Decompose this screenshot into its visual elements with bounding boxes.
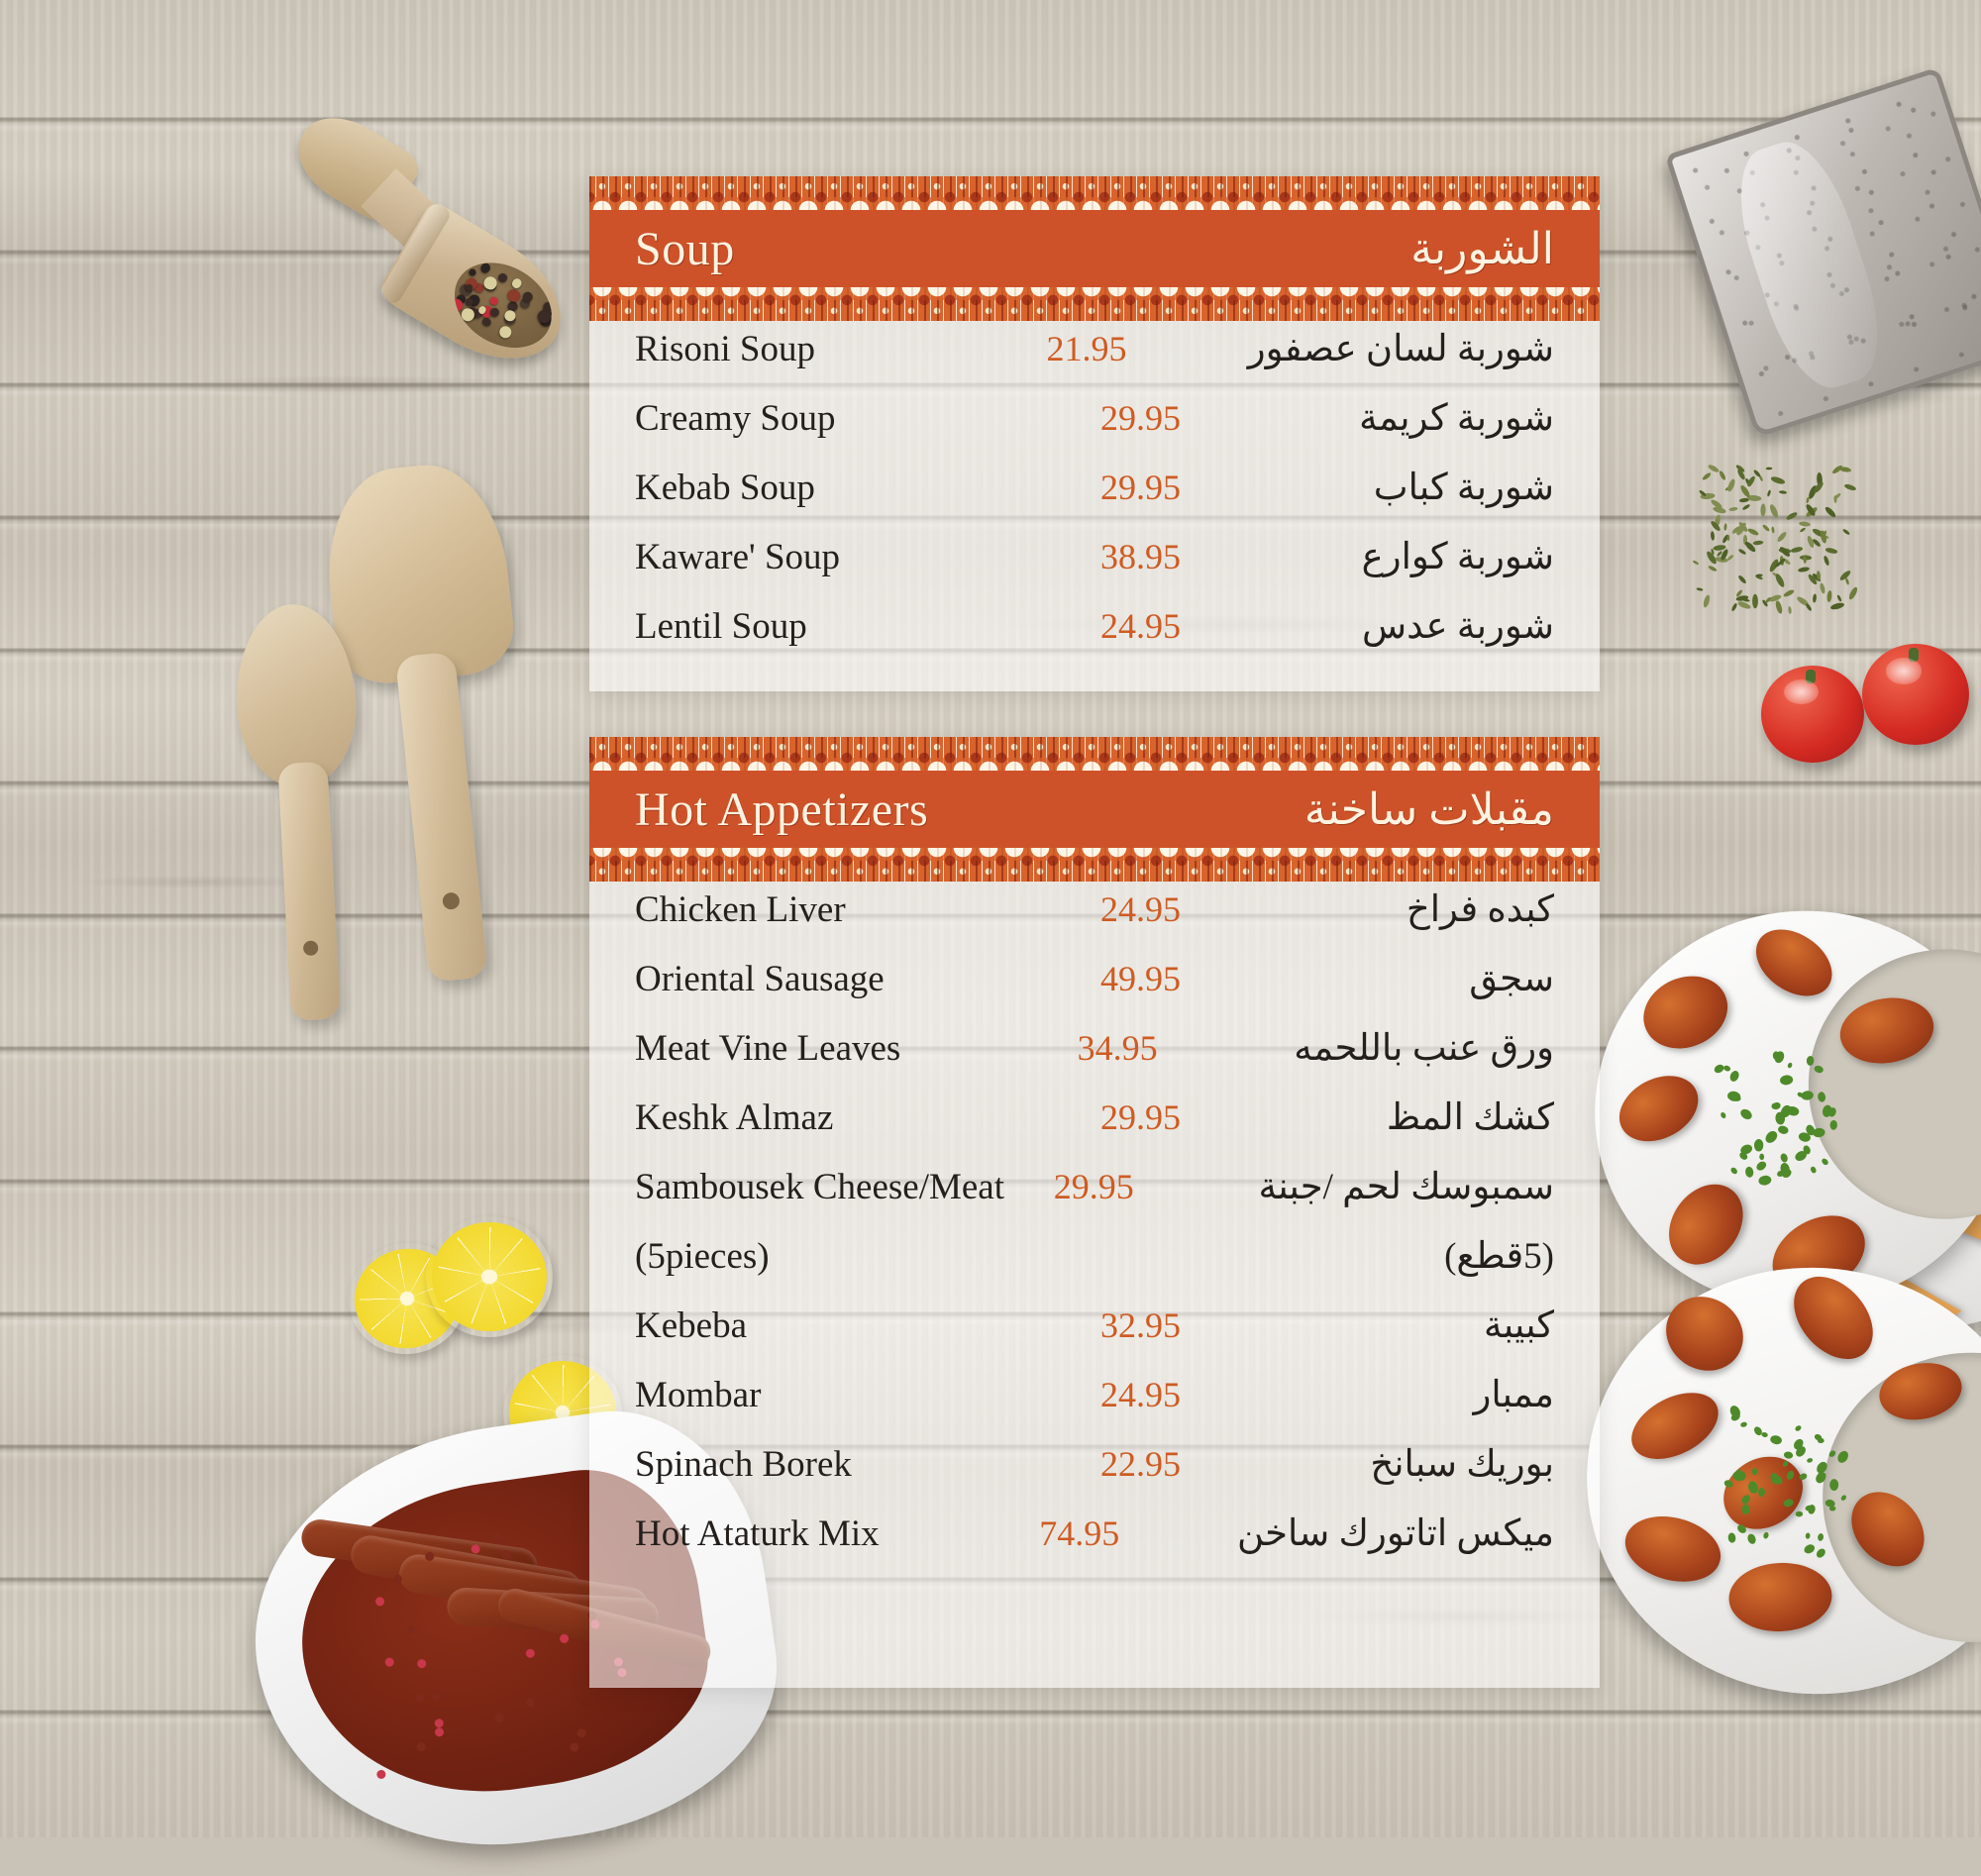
item-name-en: Risoni Soup [635, 328, 1046, 370]
ornamental-band-top [589, 176, 1600, 210]
menu-item-list-soup: Risoni Soup 21.95 شوربة لسان عصفور Cream… [589, 321, 1600, 683]
item-name-en: Spinach Borek [635, 1443, 1100, 1486]
item-name-ar: سجق [1328, 957, 1554, 1000]
item-name-en: Keshk Almaz [635, 1096, 1100, 1139]
menu-item-row[interactable]: Lentil Soup 24.95 شوربة عدس [635, 604, 1554, 674]
item-name-ar: كبيبة [1328, 1303, 1554, 1347]
menu-item-row[interactable]: Sambousek Cheese/Meat 29.95 سمبوسك لحم /… [635, 1165, 1554, 1234]
menu-item-row[interactable]: Kebab Soup 29.95 شوربة كباب [635, 466, 1554, 535]
item-name-en: (5pieces) [635, 1235, 1100, 1278]
item-name-ar: شوربة كوارع [1328, 535, 1554, 578]
item-name-ar: بوريك سبانخ [1328, 1442, 1554, 1486]
menu-item-row[interactable]: Creamy Soup 29.95 شوربة كريمة [635, 396, 1554, 466]
menu-item-row[interactable]: Spinach Borek 22.95 بوريك سبانخ [635, 1442, 1554, 1511]
item-price: 24.95 [1100, 605, 1328, 647]
menu-item-row[interactable]: Oriental Sausage 49.95 سجق [635, 957, 1554, 1026]
item-name-en: Kebeba [635, 1304, 1100, 1347]
item-price: 29.95 [1100, 1096, 1328, 1138]
item-price: 38.95 [1100, 536, 1328, 577]
section-title-ar: مقبلات ساخنة [1304, 784, 1554, 835]
menu-item-row[interactable]: Mombar 24.95 ممبار [635, 1373, 1554, 1442]
item-name-ar: شوربة كباب [1328, 466, 1554, 509]
section-title-en: Soup [635, 222, 735, 276]
ornamental-band-bottom [589, 287, 1600, 321]
menu-section-hot-appetizers: Hot Appetizers مقبلات ساخنة Chicken Live… [589, 737, 1600, 1688]
item-price: 29.95 [1054, 1166, 1259, 1207]
item-name-en: Mombar [635, 1374, 1100, 1416]
item-name-ar: شوربة عدس [1328, 604, 1554, 648]
item-name-en: Sambousek Cheese/Meat [635, 1166, 1054, 1208]
item-name-en: Chicken Liver [635, 888, 1100, 931]
item-name-ar: شوربة كريمة [1328, 396, 1554, 440]
item-name-ar: ورق عنب باللحمه [1294, 1026, 1554, 1070]
item-price: 29.95 [1100, 397, 1328, 439]
item-price: 49.95 [1100, 958, 1328, 999]
section-header-hot-appetizers: Hot Appetizers مقبلات ساخنة [589, 771, 1600, 848]
item-name-ar: ممبار [1328, 1373, 1554, 1416]
menu-item-row[interactable]: Kebeba 32.95 كبيبة [635, 1303, 1554, 1373]
menu-item-list-hot-appetizers: Chicken Liver 24.95 كبده فراخ Oriental S… [589, 882, 1600, 1591]
ornamental-band-top [589, 737, 1600, 771]
item-name-ar: سمبوسك لحم /جبنة [1259, 1165, 1554, 1208]
menu-item-row[interactable]: Hot Ataturk Mix 74.95 ميكس اتاتورك ساخن [635, 1511, 1554, 1581]
item-name-ar: ميكس اتاتورك ساخن [1237, 1511, 1554, 1555]
item-name-en: Oriental Sausage [635, 958, 1100, 1000]
item-price: 24.95 [1100, 1374, 1328, 1415]
item-name-en: Kebab Soup [635, 467, 1100, 509]
item-name-en: Meat Vine Leaves [635, 1027, 1078, 1070]
ornamental-band-bottom [589, 848, 1600, 882]
section-title-ar: الشوربة [1410, 224, 1554, 274]
menu-item-row[interactable]: Risoni Soup 21.95 شوربة لسان عصفور [635, 327, 1554, 396]
item-price: 22.95 [1100, 1443, 1328, 1485]
menu-item-row[interactable]: Kaware' Soup 38.95 شوربة كوارع [635, 535, 1554, 604]
menu-item-row[interactable]: Keshk Almaz 29.95 كشك المظ [635, 1095, 1554, 1165]
item-name-ar: شوربة لسان عصفور [1248, 327, 1554, 370]
item-name-ar: (5قطع) [1328, 1234, 1554, 1278]
item-price: 24.95 [1100, 888, 1328, 930]
item-name-en: Kaware' Soup [635, 536, 1100, 578]
item-name-en: Hot Ataturk Mix [635, 1512, 1039, 1555]
item-price: 29.95 [1100, 467, 1328, 508]
menu-item-row[interactable]: Meat Vine Leaves 34.95 ورق عنب باللحمه [635, 1026, 1554, 1095]
item-price: 74.95 [1039, 1512, 1237, 1554]
item-name-en: Creamy Soup [635, 397, 1100, 440]
item-name-ar: كبده فراخ [1328, 887, 1554, 931]
menu-section-soup: Soup الشوربة Risoni Soup 21.95 شوربة لسا… [589, 176, 1600, 691]
item-price: 21.95 [1046, 328, 1247, 369]
section-title-en: Hot Appetizers [635, 782, 928, 837]
item-name-en: Lentil Soup [635, 605, 1100, 648]
item-name-ar: كشك المظ [1328, 1095, 1554, 1139]
item-price: 34.95 [1078, 1027, 1295, 1069]
menu-item-row-continuation[interactable]: (5pieces) (5قطع) [635, 1234, 1554, 1303]
section-header-soup: Soup الشوربة [589, 210, 1600, 287]
menu-item-row[interactable]: Chicken Liver 24.95 كبده فراخ [635, 887, 1554, 957]
item-price: 32.95 [1100, 1304, 1328, 1346]
